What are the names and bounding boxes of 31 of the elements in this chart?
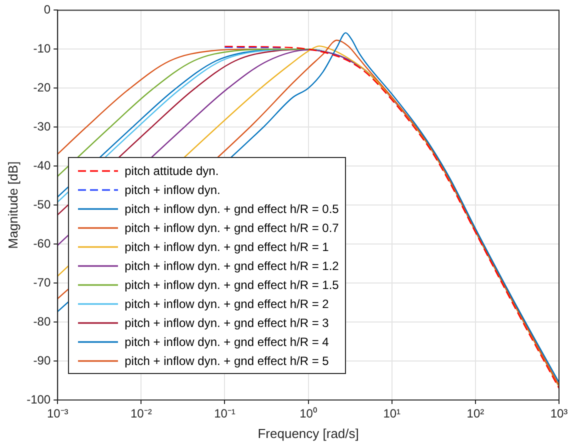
x-tick-label: 10⁻¹ (214, 406, 236, 421)
y-tick-label: -30 (33, 119, 51, 134)
y-tick-label: -70 (33, 275, 51, 290)
legend-label: pitch + inflow dyn. (124, 182, 220, 196)
legend-label: pitch + inflow dyn. + gnd effect h/R = 4 (124, 334, 329, 348)
legend-label: pitch + inflow dyn. + gnd effect h/R = 0.7 (124, 220, 339, 234)
y-tick-label: -10 (33, 41, 51, 56)
legend-label: pitch + inflow dyn. + gnd effect h/R = 3 (124, 316, 329, 330)
y-tick-label: -100 (26, 392, 51, 406)
y-tick-label: -60 (33, 236, 51, 250)
x-tick-label: 10¹ (383, 406, 401, 421)
legend-label: pitch + inflow dyn. + gnd effect h/R = 1.2 (124, 258, 339, 272)
y-tick-label: 0 (44, 2, 51, 17)
x-tick-label: 10⁻² (130, 406, 152, 421)
x-tick-label: 10⁻³ (46, 406, 68, 421)
x-tick-label: 10³ (550, 406, 568, 421)
y-tick-label: -80 (33, 314, 51, 328)
y-tick-label: -90 (33, 353, 51, 368)
y-axis-title: Magnitude [dB] (5, 161, 20, 249)
legend-label: pitch + inflow dyn. + gnd effect h/R = 1.5 (124, 278, 339, 292)
legend-label: pitch attitude dyn. (124, 164, 219, 178)
legend-label: pitch + inflow dyn. + gnd effect h/R = 5 (124, 354, 329, 368)
x-axis-title: Frequency [rad/s] (258, 426, 359, 441)
x-tick-label: 10⁰ (300, 406, 317, 421)
x-tick-label: 10² (466, 406, 484, 421)
legend-label: pitch + inflow dyn. + gnd effect h/R = 1 (124, 240, 329, 254)
legend-label: pitch + inflow dyn. + gnd effect h/R = 2 (124, 296, 329, 310)
y-tick-label: -40 (33, 158, 51, 172)
legend-label: pitch + inflow dyn. + gnd effect h/R = 0.5 (124, 202, 339, 216)
y-tick-label: -50 (33, 197, 51, 212)
y-tick-label: -20 (33, 80, 51, 94)
